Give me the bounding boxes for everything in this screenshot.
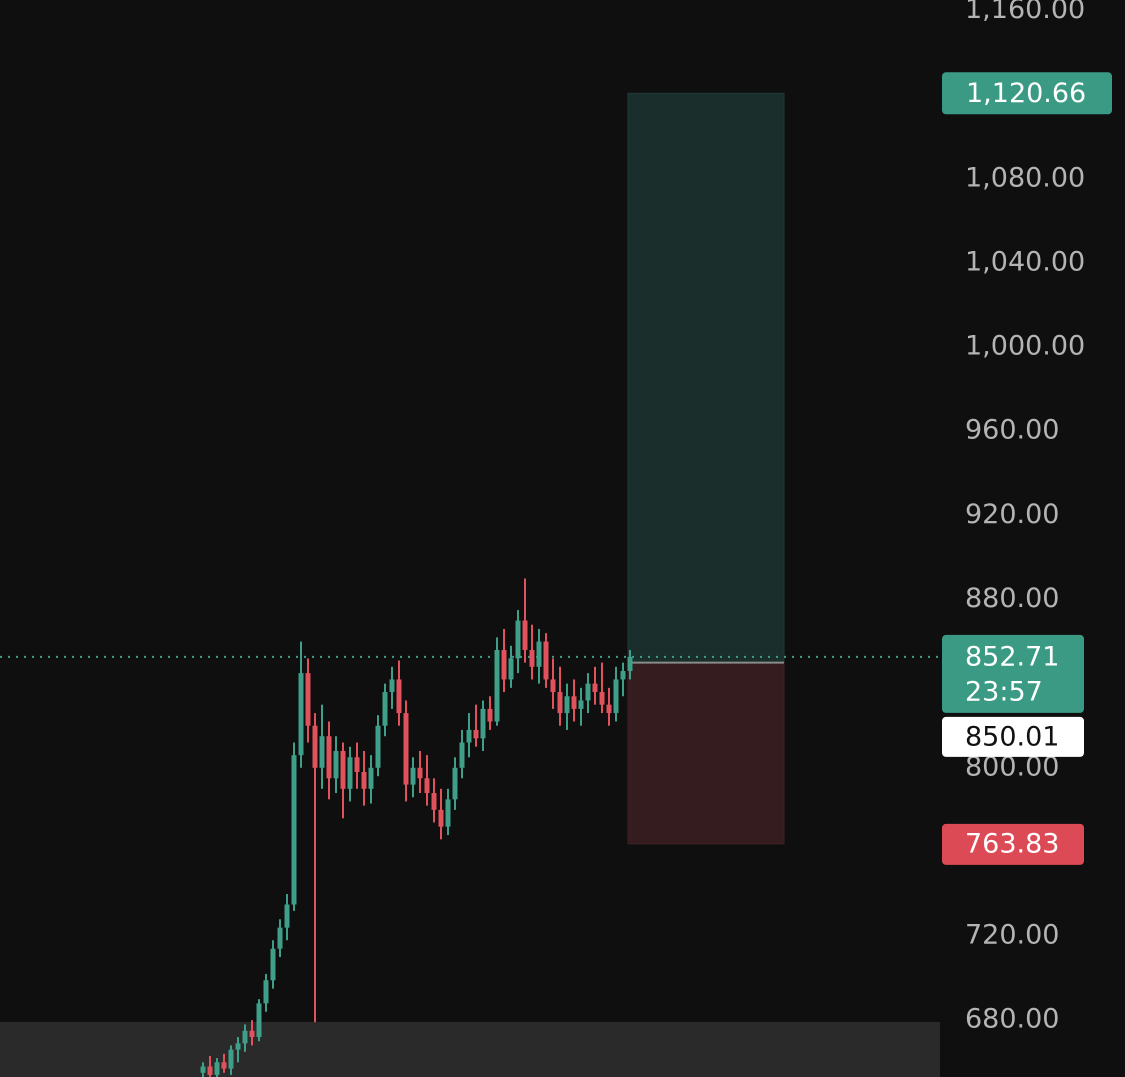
candle-body bbox=[340, 750, 346, 789]
candle-body bbox=[480, 708, 486, 739]
candle-body bbox=[613, 679, 619, 714]
candle-body bbox=[221, 1062, 227, 1069]
candle-body bbox=[508, 658, 514, 680]
y-tick-label: 1,000.00 bbox=[965, 331, 1085, 362]
candle-body bbox=[270, 948, 276, 981]
candle-body bbox=[431, 793, 437, 810]
candle-body bbox=[277, 927, 283, 949]
candle-body bbox=[207, 1066, 213, 1075]
y-tick-label: 720.00 bbox=[965, 920, 1059, 951]
candle-body bbox=[312, 725, 318, 768]
candle-body bbox=[599, 692, 605, 705]
candle-body bbox=[564, 696, 570, 714]
candle-body bbox=[354, 757, 360, 772]
candle-body bbox=[375, 725, 381, 768]
candle-body bbox=[298, 673, 304, 756]
candle-body bbox=[424, 778, 430, 794]
candle-body bbox=[319, 736, 325, 768]
candle-body bbox=[305, 673, 311, 726]
candle-body bbox=[291, 755, 297, 905]
candle-body bbox=[543, 641, 549, 680]
candle-body bbox=[501, 649, 507, 680]
candle-body bbox=[578, 700, 584, 709]
candle-body bbox=[263, 980, 269, 1004]
candle-body bbox=[592, 683, 598, 693]
candle-body bbox=[249, 1030, 255, 1038]
candle-body bbox=[333, 750, 339, 779]
loss-zone bbox=[627, 662, 785, 845]
y-tick-label: 920.00 bbox=[965, 499, 1059, 530]
y-tick-label: 1,160.00 bbox=[965, 0, 1085, 25]
candle-body bbox=[396, 679, 402, 714]
candle-body bbox=[445, 799, 451, 827]
last-price-box bbox=[942, 634, 1084, 713]
candle-body bbox=[473, 729, 479, 739]
candle-body bbox=[438, 809, 444, 827]
profit-zone bbox=[627, 92, 785, 664]
stop-label: 763.83 bbox=[965, 828, 1059, 859]
candle-body bbox=[487, 708, 493, 722]
candle-body bbox=[494, 649, 500, 722]
target-label-box bbox=[942, 72, 1112, 115]
target-label: 1,120.66 bbox=[966, 78, 1086, 109]
candle-body bbox=[228, 1049, 234, 1069]
candle-body bbox=[571, 696, 577, 709]
candle-body bbox=[410, 767, 416, 785]
entry-label: 850.01 bbox=[965, 721, 1059, 752]
y-tick-label: 680.00 bbox=[965, 1004, 1059, 1035]
candle-body bbox=[368, 767, 374, 789]
candle-body bbox=[389, 679, 395, 693]
candle-body bbox=[585, 683, 591, 701]
bottom-panel bbox=[0, 1022, 940, 1077]
candle-body bbox=[627, 656, 633, 672]
candle-body bbox=[536, 641, 542, 667]
candle-body bbox=[417, 767, 423, 779]
candle-body bbox=[256, 1003, 262, 1038]
candle-body bbox=[515, 620, 521, 659]
candle-body bbox=[459, 742, 465, 768]
candle-body bbox=[200, 1066, 206, 1073]
countdown-label: 23:57 bbox=[965, 676, 1043, 707]
candle-body bbox=[242, 1030, 248, 1044]
candle-body bbox=[557, 692, 563, 714]
candle-body bbox=[550, 679, 556, 693]
candle-body bbox=[403, 713, 409, 785]
candle-body bbox=[452, 767, 458, 800]
candle-body bbox=[382, 692, 388, 726]
candle-body bbox=[284, 904, 290, 928]
candle-body bbox=[620, 671, 626, 680]
y-tick-label: 1,080.00 bbox=[965, 162, 1085, 193]
candle-body bbox=[522, 620, 528, 650]
y-tick-label: 1,040.00 bbox=[965, 246, 1085, 277]
candle-body bbox=[361, 771, 367, 789]
last-price-label: 852.71 bbox=[965, 641, 1059, 672]
candle-body bbox=[214, 1062, 220, 1075]
candle-body bbox=[235, 1043, 241, 1050]
candle-body bbox=[466, 729, 472, 743]
candle-body bbox=[606, 704, 612, 714]
entry-label-box bbox=[942, 716, 1084, 757]
stop-label-box bbox=[942, 823, 1084, 865]
y-tick-label: 960.00 bbox=[965, 415, 1059, 446]
candle-body bbox=[529, 649, 535, 667]
candle-body bbox=[347, 757, 353, 789]
y-tick-label: 880.00 bbox=[965, 583, 1059, 614]
candle-body bbox=[326, 736, 332, 779]
